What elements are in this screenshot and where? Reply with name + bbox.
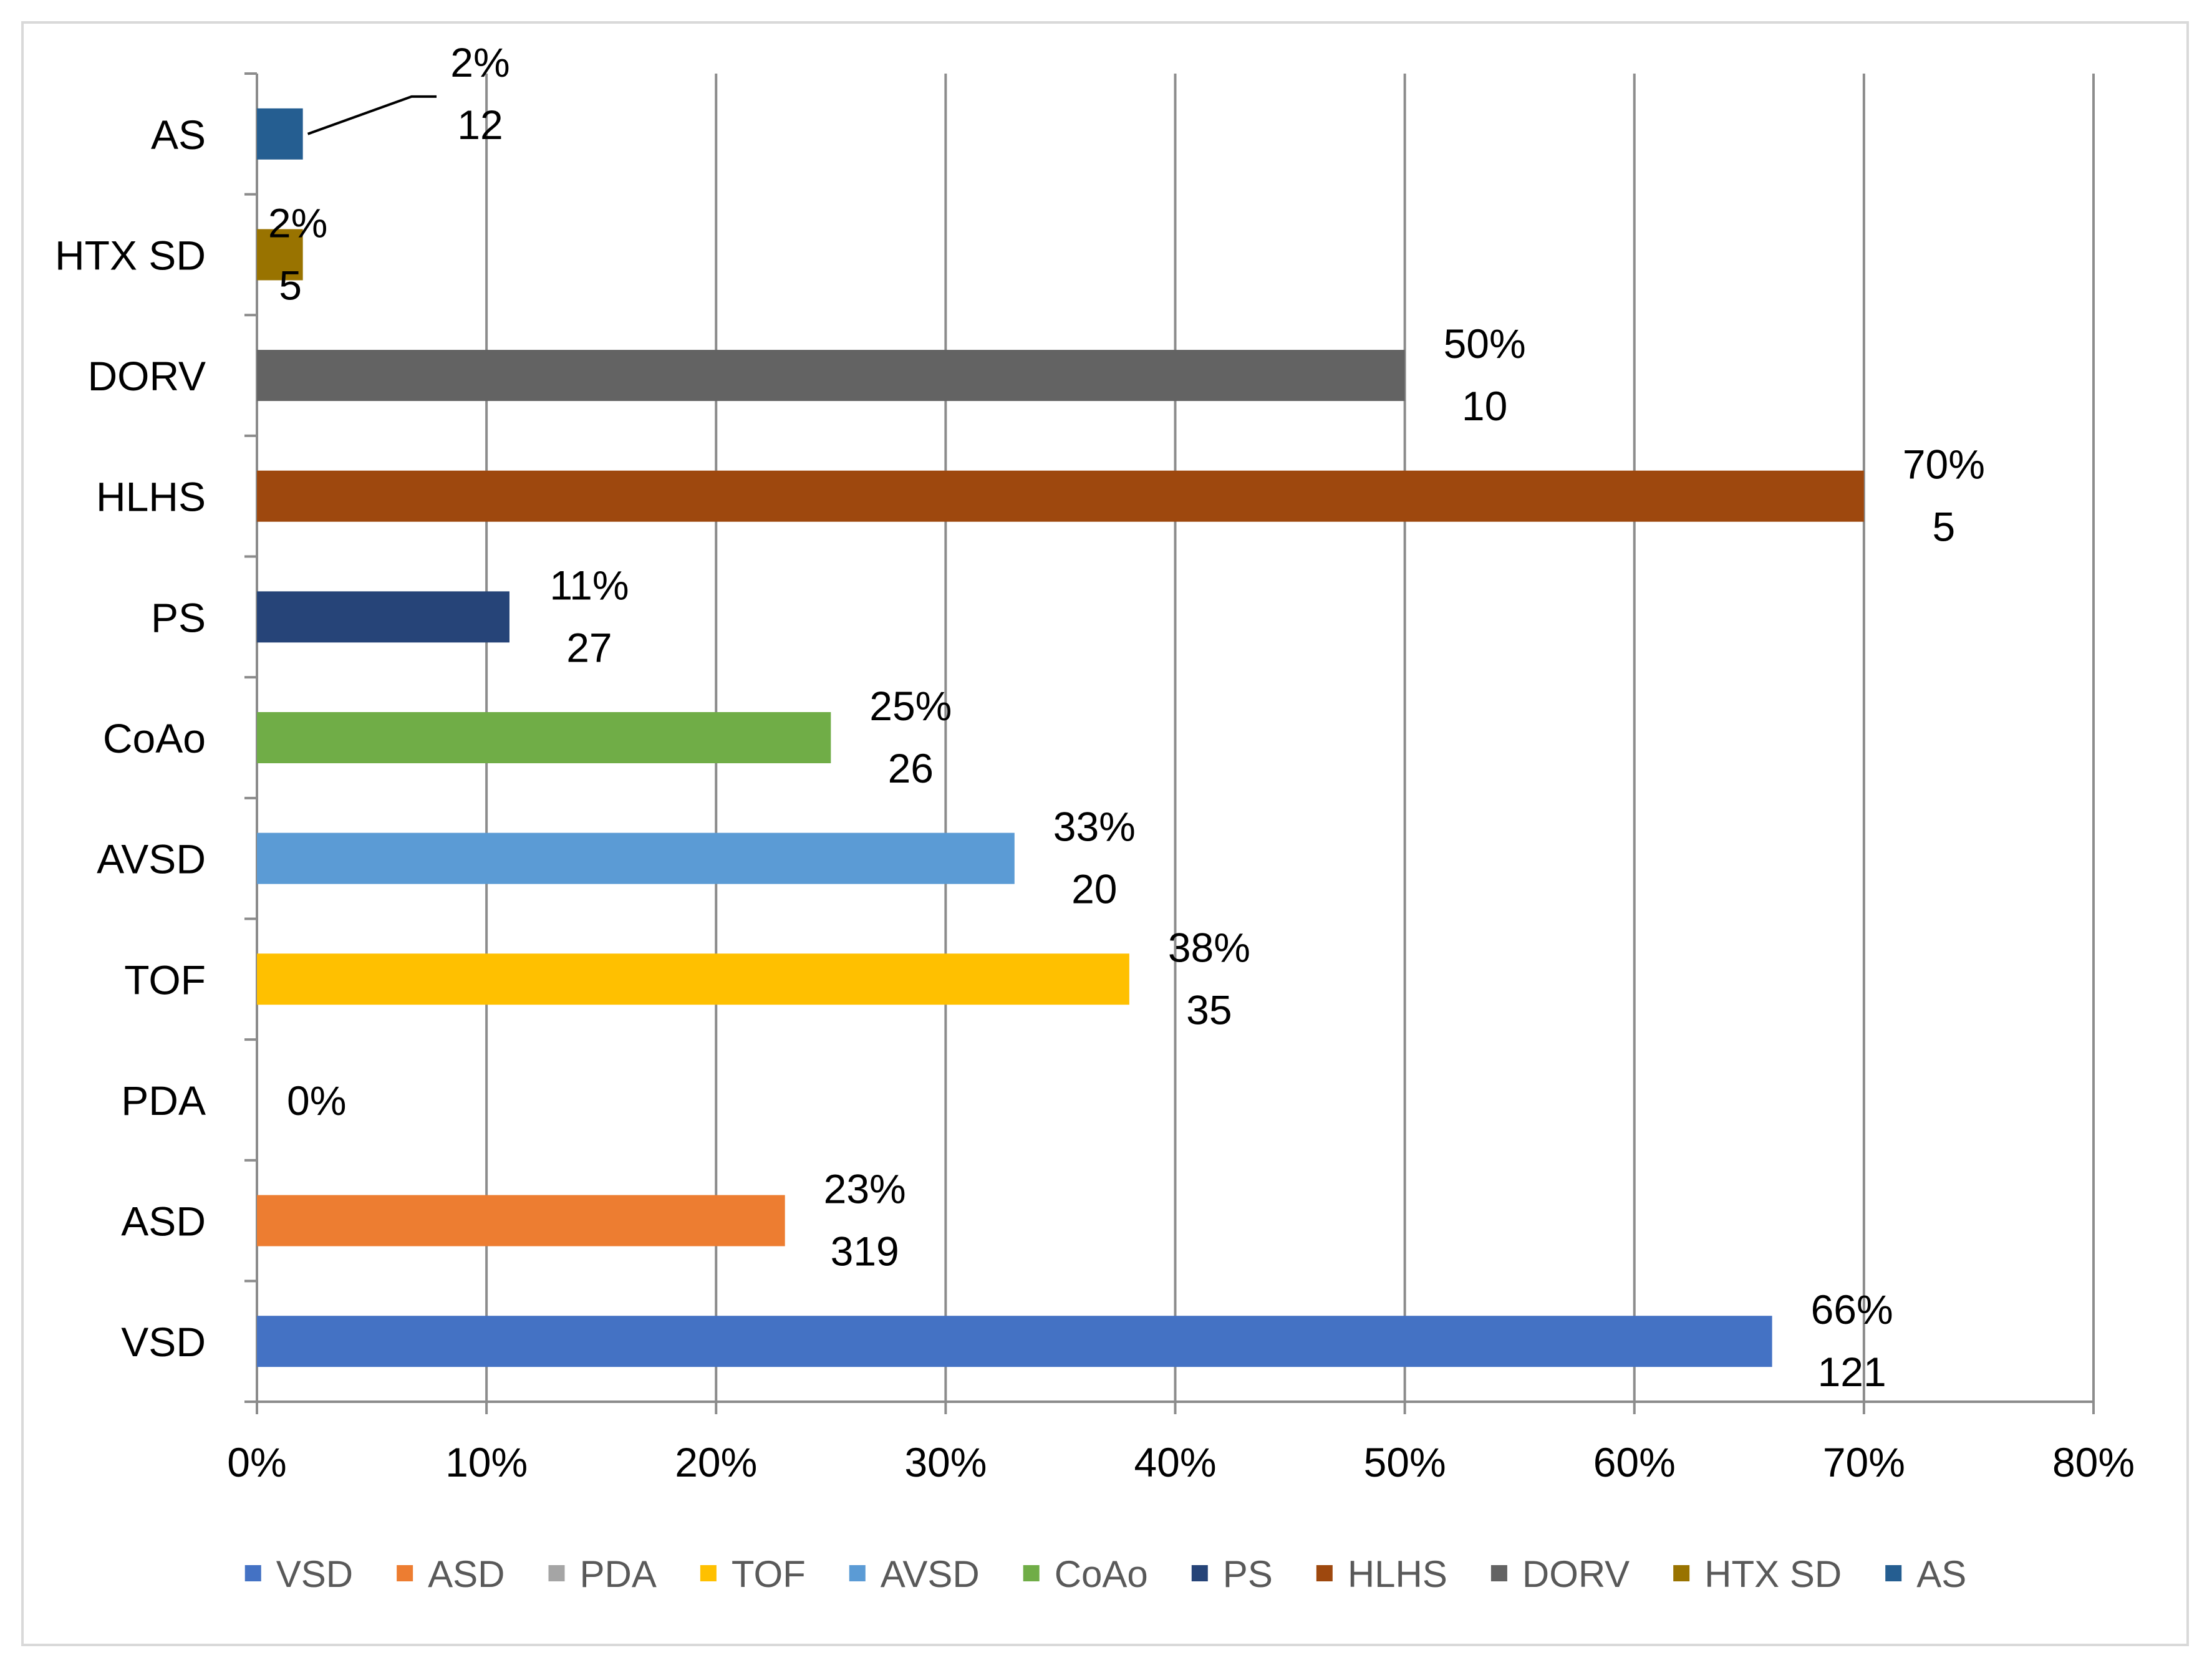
- bar: [257, 350, 1405, 402]
- data-label-percent: 38%: [1168, 924, 1250, 970]
- x-tick-label: 70%: [1823, 1439, 1905, 1485]
- legend-label: TOF: [732, 1553, 806, 1595]
- data-label-percent: 70%: [1903, 441, 1985, 488]
- y-category-label: AS: [151, 112, 206, 158]
- data-label-count: 20: [1071, 866, 1117, 912]
- bar: [257, 832, 1015, 884]
- x-tick-label: 20%: [675, 1439, 757, 1485]
- gridlines: [485, 74, 2095, 1402]
- legend-swatch: [1490, 1565, 1507, 1581]
- legend-swatch: [849, 1565, 866, 1581]
- bar: [257, 1195, 785, 1246]
- legend-swatch: [397, 1565, 413, 1581]
- legend-swatch: [700, 1565, 717, 1581]
- legend-swatch: [1673, 1565, 1690, 1581]
- legend-label: PDA: [580, 1553, 657, 1595]
- bar: [257, 470, 1864, 522]
- data-label-percent: 25%: [869, 683, 952, 729]
- data-label-percent: 2%: [450, 39, 510, 85]
- y-category-label: HLHS: [96, 474, 206, 520]
- y-category-label: AVSD: [97, 836, 206, 882]
- legend-swatch: [1191, 1565, 1208, 1581]
- x-tick-label: 60%: [1593, 1439, 1676, 1485]
- y-category-label: HTX SD: [55, 232, 206, 278]
- y-category-label: TOF: [124, 957, 206, 1003]
- legend-swatch: [244, 1565, 261, 1581]
- y-category-label: CoAo: [103, 715, 206, 761]
- legend-swatch: [548, 1565, 565, 1581]
- legend-label: AS: [1916, 1553, 1966, 1595]
- axes: 0% 10% 20% 30% 40% 50% 60% 70% 80%VSDASDPDATOFAV…: [55, 72, 2135, 1485]
- y-category-label: ASD: [121, 1198, 206, 1245]
- x-tick-label: 40%: [1134, 1439, 1216, 1485]
- bar: [257, 229, 303, 281]
- bar: [257, 712, 831, 763]
- data-label-count: 10: [1462, 383, 1507, 429]
- legend-label: VSD: [276, 1553, 353, 1595]
- data-label-percent: 33%: [1053, 804, 1136, 850]
- data-label-count: 5: [1933, 504, 1956, 550]
- bar: [257, 953, 1129, 1005]
- legend-swatch: [1885, 1565, 1902, 1581]
- legend-label: PS: [1223, 1553, 1273, 1595]
- y-category-label: PS: [151, 594, 206, 640]
- data-label-percent: 66%: [1811, 1286, 1893, 1333]
- y-category-label: PDA: [121, 1077, 206, 1124]
- data-label-count: 35: [1186, 986, 1232, 1033]
- x-tick-label: 50%: [1364, 1439, 1446, 1485]
- x-tick-label: 0%: [227, 1439, 286, 1485]
- x-tick-label: 80%: [2052, 1439, 2135, 1485]
- data-label-count: 319: [831, 1228, 899, 1275]
- legend-label: ASD: [428, 1553, 505, 1595]
- x-tick-label: 30%: [904, 1439, 987, 1485]
- bar: [257, 108, 303, 160]
- data-label-count: 12: [457, 102, 503, 148]
- leader-line: [307, 95, 437, 135]
- legend-swatch: [1023, 1565, 1040, 1581]
- data-label-percent: 11%: [549, 562, 629, 608]
- data-label-percent: 23%: [824, 1166, 906, 1212]
- legend: VSD ASD PDA TOF AVSD CoAo PS HLHS DORV HTX SD AS: [244, 1553, 1966, 1595]
- bar: [257, 1316, 1772, 1367]
- legend-label: HTX SD: [1704, 1553, 1842, 1595]
- y-category-label: VSD: [121, 1319, 206, 1365]
- data-labels: 66% 121 23% 319 0% 38% 35 33% 20 25% 26 11% 27 70% 5 50…: [268, 39, 1985, 1395]
- data-label-count: 27: [566, 624, 612, 670]
- data-label-percent: 0%: [287, 1077, 346, 1124]
- data-label-percent: 50%: [1444, 321, 1526, 367]
- legend-label: AVSD: [881, 1553, 980, 1595]
- x-tick-label: 10%: [445, 1439, 528, 1485]
- bars: [257, 108, 1864, 1367]
- data-label-count: 121: [1818, 1349, 1886, 1395]
- data-label-count: 26: [888, 745, 934, 791]
- y-category-label: DORV: [88, 353, 206, 399]
- bar: [257, 591, 510, 643]
- data-label-count: 5: [279, 262, 302, 308]
- legend-swatch: [1316, 1565, 1333, 1581]
- legend-label: CoAo: [1055, 1553, 1148, 1595]
- legend-label: HLHS: [1348, 1553, 1447, 1595]
- data-label-percent: 2%: [268, 200, 327, 246]
- legend-label: DORV: [1522, 1553, 1630, 1595]
